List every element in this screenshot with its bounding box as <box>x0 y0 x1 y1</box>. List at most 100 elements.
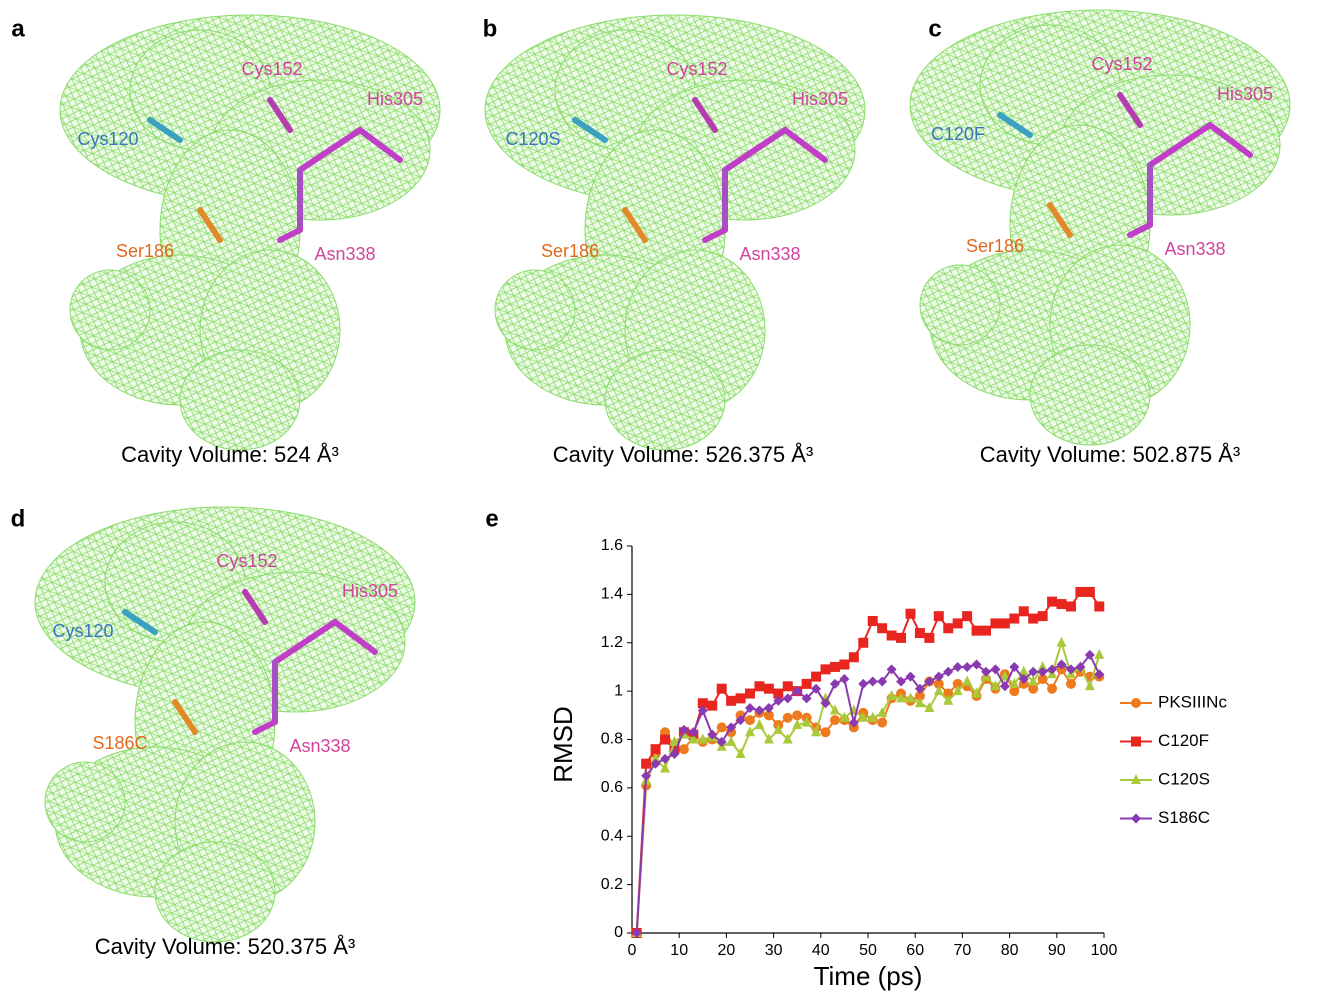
residue-label: Asn338 <box>739 244 800 264</box>
data-point <box>914 690 925 701</box>
legend-marker <box>1131 813 1141 824</box>
data-point <box>924 632 935 643</box>
molecule-panel: Cys152 His305 Cys120 S186C Asn338 <box>34 506 416 943</box>
cavity-caption: Cavity Volume: 524 Å³ <box>121 442 339 467</box>
y-axis-label: RMSD <box>548 706 578 783</box>
data-point <box>867 711 878 722</box>
residue-label: His305 <box>1217 84 1273 104</box>
data-point <box>726 735 737 746</box>
data-point <box>707 729 718 740</box>
data-point <box>971 659 982 670</box>
data-point <box>886 664 897 675</box>
data-point <box>896 676 907 687</box>
data-point <box>650 744 661 755</box>
data-point <box>811 671 822 682</box>
data-point <box>886 630 897 641</box>
x-tick-label: 10 <box>670 942 688 959</box>
x-tick-label: 80 <box>1001 942 1019 959</box>
data-point <box>829 661 840 672</box>
residue-stick <box>267 97 293 133</box>
x-tick-label: 90 <box>1048 942 1066 959</box>
y-tick-label: 1.6 <box>601 537 623 554</box>
data-point <box>697 698 708 709</box>
data-point <box>1009 686 1020 697</box>
cavity-mesh <box>44 761 126 843</box>
cavity-mesh <box>154 841 276 943</box>
data-point <box>867 676 878 687</box>
panel-letter: d <box>11 505 26 532</box>
x-tick-label: 70 <box>954 942 972 959</box>
data-point <box>1047 664 1058 675</box>
residue-label: Ser186 <box>116 241 174 261</box>
x-tick-label: 0 <box>628 942 637 959</box>
residue-stick <box>1207 122 1253 158</box>
data-point <box>697 733 708 744</box>
data-point <box>782 712 793 723</box>
data-point <box>943 666 954 677</box>
data-point <box>999 618 1010 629</box>
data-point <box>952 685 963 696</box>
data-point <box>962 611 973 622</box>
data-point <box>990 618 1001 629</box>
data-point <box>877 623 888 634</box>
x-tick-label: 30 <box>765 942 783 959</box>
data-point <box>716 722 727 733</box>
data-point <box>669 735 680 746</box>
residue-label: C120S <box>505 129 560 149</box>
data-point <box>678 724 689 735</box>
data-point <box>678 744 689 755</box>
residue-stick <box>277 227 303 243</box>
x-tick-label: 100 <box>1091 942 1118 959</box>
x-tick-label: 40 <box>812 942 830 959</box>
data-point <box>848 717 859 728</box>
data-point <box>1056 599 1067 610</box>
data-point <box>1009 677 1020 688</box>
residue-stick <box>692 97 718 133</box>
legend-marker <box>1131 736 1141 747</box>
data-point <box>933 611 944 622</box>
legend-label: S186C <box>1158 808 1210 827</box>
x-axis-label: Time (ps) <box>814 961 923 991</box>
residue-stick <box>722 127 788 173</box>
data-point <box>1056 659 1067 670</box>
residue-label: Ser186 <box>966 236 1024 256</box>
data-point <box>924 676 935 687</box>
data-point <box>1009 613 1020 624</box>
residue-stick <box>197 207 223 243</box>
data-point <box>763 733 774 744</box>
panel-letter: c <box>928 15 941 42</box>
residue-stick <box>172 699 198 735</box>
residue-stick <box>297 127 363 173</box>
data-point <box>877 676 888 687</box>
data-point <box>763 683 774 694</box>
cavity-caption: Cavity Volume: 502.875 Å³ <box>980 442 1240 467</box>
residue-stick <box>357 127 403 163</box>
legend-label: C120F <box>1158 731 1209 750</box>
data-point <box>754 718 765 729</box>
data-point <box>1028 666 1039 677</box>
data-point <box>952 618 963 629</box>
residue-stick <box>1117 92 1143 128</box>
data-point <box>707 700 718 711</box>
residue-stick <box>252 719 278 735</box>
data-point <box>943 694 954 705</box>
data-point <box>1037 611 1048 622</box>
legend-marker <box>1131 774 1141 784</box>
data-point <box>811 683 822 694</box>
panel-letter: a <box>11 15 25 42</box>
y-tick-label: 0.2 <box>601 876 623 893</box>
data-point <box>782 681 793 692</box>
residue-label: Cys120 <box>77 129 138 149</box>
data-point <box>1047 683 1058 694</box>
data-point <box>943 688 954 699</box>
residue-stick <box>622 207 648 243</box>
y-tick-label: 1 <box>614 682 623 699</box>
data-point <box>754 681 765 692</box>
data-point <box>1094 601 1105 612</box>
data-point <box>829 715 840 726</box>
residue-stick <box>1147 122 1213 168</box>
data-point <box>792 686 803 697</box>
data-point <box>660 753 671 764</box>
cavity-mesh <box>69 269 151 351</box>
